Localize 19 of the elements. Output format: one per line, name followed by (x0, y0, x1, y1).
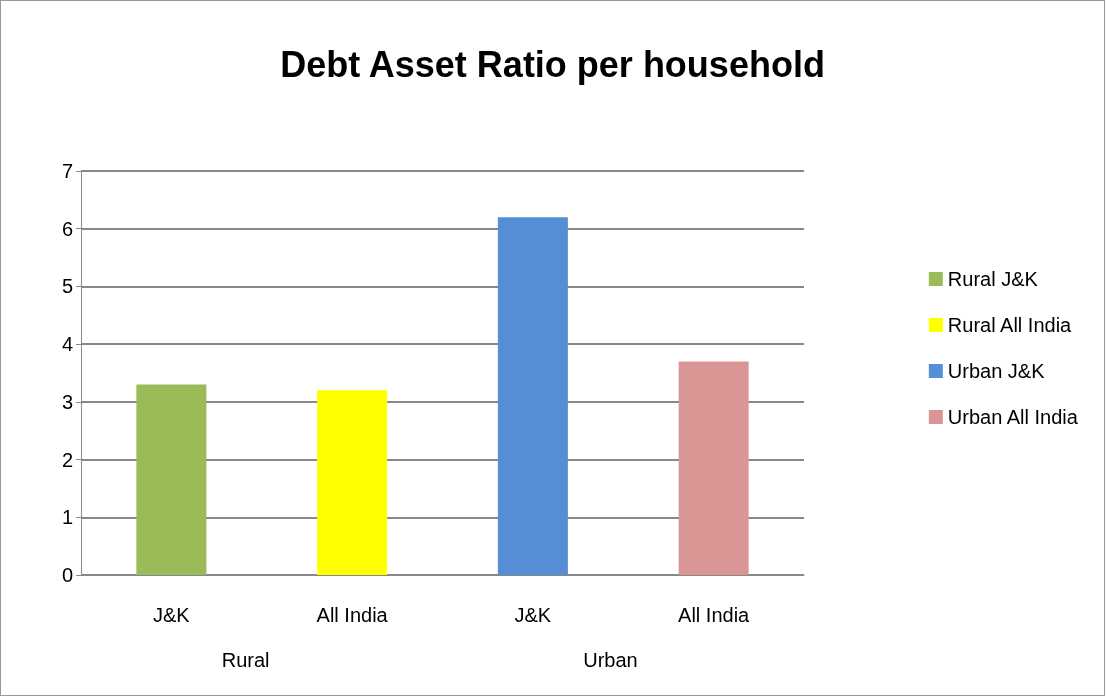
y-tick-label: 1 (61, 506, 73, 529)
y-tick-label: 4 (61, 333, 73, 356)
y-tick-label: 6 (61, 217, 73, 240)
chart-title: Debt Asset Ratio per household (280, 43, 825, 85)
x-tick-label: J&K (514, 604, 552, 626)
y-tick-label: 2 (61, 448, 73, 471)
y-tick-label: 7 (61, 160, 73, 182)
y-tick-label: 3 (61, 390, 73, 413)
x-tick-label: J&K (153, 604, 191, 626)
legend-label: Rural J&K (947, 268, 1039, 290)
x-tick-label: All India (678, 604, 751, 626)
legend-label: Urban All India (947, 406, 1079, 428)
x-tick-label: All India (316, 604, 389, 626)
text: Urban (583, 649, 638, 671)
legend-label: Rural All India (947, 314, 1073, 336)
legend-label: Urban J&K (947, 360, 1046, 382)
text: Rural (221, 649, 270, 671)
y-tick-label: 5 (61, 275, 73, 298)
y-tick-label: 0 (61, 564, 73, 586)
